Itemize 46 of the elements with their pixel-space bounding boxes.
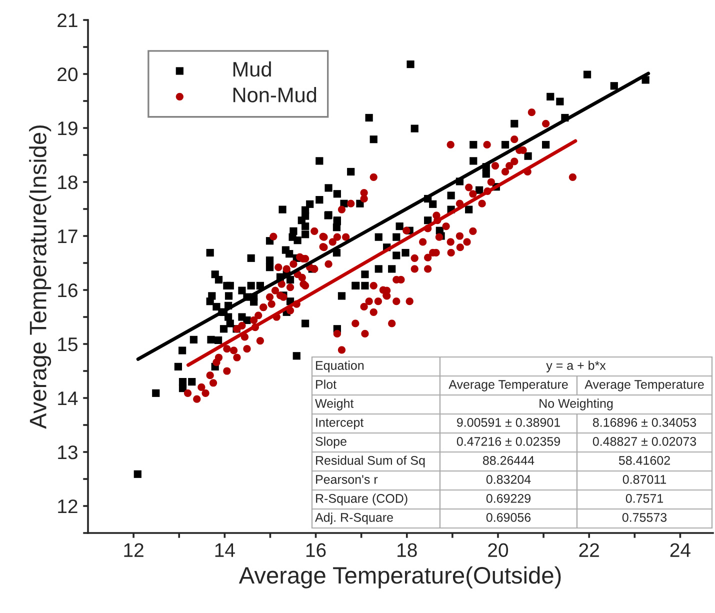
annotation: 58.41602 [618,456,670,465]
annotation: 0.69229 [486,494,530,503]
x-tick-label: 16 [306,543,326,558]
y-tick-label: 17 [58,230,78,244]
x-tick-label: 24 [670,543,690,557]
x-tick-label: 12 [124,543,144,557]
annotation: 88.26444 [482,456,534,465]
annotation: 0.47216 ± 0.02359 [456,437,560,446]
x-tick-label: 20 [488,543,508,558]
y-tick-label: 14 [58,392,78,406]
legend-label: Non-Mud [233,87,316,102]
annotation: 0.7571 [626,494,664,503]
y-tick-label: 21 [58,13,78,28]
x-tick-label: 22 [579,543,599,557]
y-tick-label: 18 [58,175,78,190]
x-tick-label: 18 [398,543,417,558]
annotation: 0.75573 [622,513,667,522]
annotation: 9.00591 ± 0.38901 [457,418,560,427]
annotation: 8.16896 ± 0.34053 [592,418,696,427]
y-tick-label: 16 [58,283,78,298]
annotation: R-Square (COD) [316,494,408,506]
annotation: 0.69056 [486,513,531,522]
annotation: Weight [315,398,354,410]
annotation: Adj. R-Square [315,512,393,524]
annotation: Average Temperature [584,380,704,392]
annotation: Intercept [316,418,364,430]
annotation: Average Temperature [448,380,568,392]
annotation: Pearson's r [316,475,378,484]
y-tick-label: 13 [58,445,78,460]
y-tick-label: 12 [58,499,78,514]
annotation: Slope [316,436,346,448]
annotation: Residual Sum of Sq [316,456,425,468]
annotation: 0.83204 [486,475,531,484]
legend-label: Mud [233,61,271,77]
y-tick-label: 20 [58,67,78,82]
annotation: y = a + b*x [546,360,606,372]
annotation: No Weighting [540,398,613,410]
x-tick-label: 14 [215,543,235,557]
y-tick-label: 15 [58,338,78,352]
y-tick-label: 19 [58,121,78,136]
y-axis-title: Average Temperature(Inside) [29,125,52,429]
annotation: Equation [316,360,364,372]
annotation: Plot [316,380,336,389]
x-axis-title: Average Temperature(Outside) [238,566,561,588]
annotation: 0.48827 ± 0.02073 [592,437,696,446]
annotation: 0.87011 [622,475,666,484]
